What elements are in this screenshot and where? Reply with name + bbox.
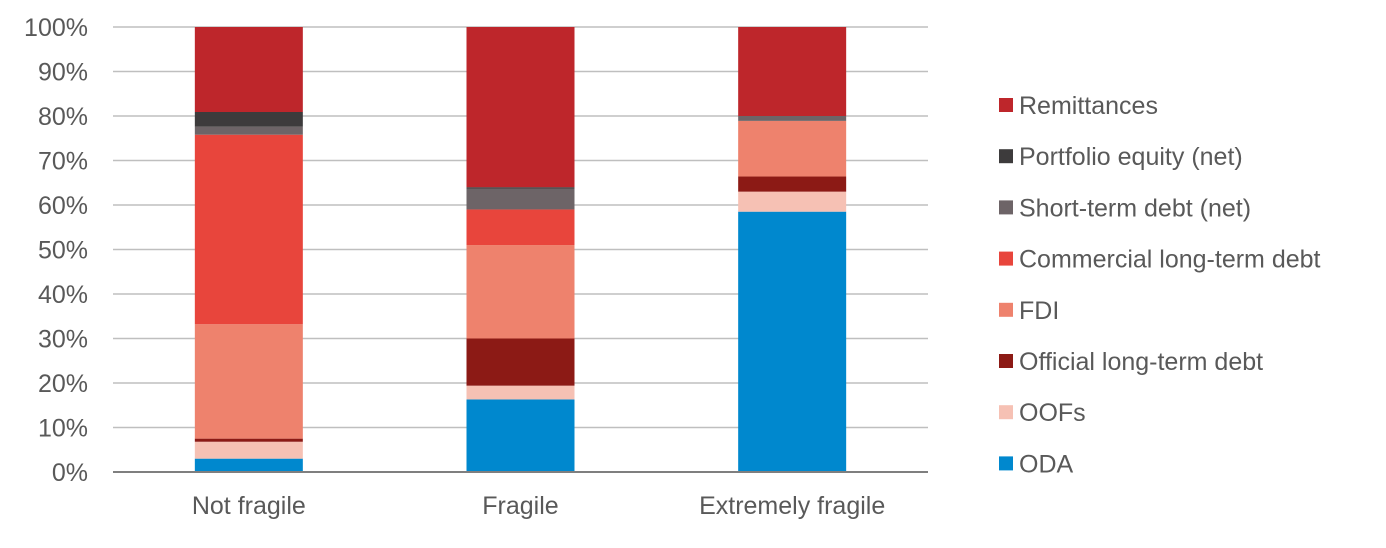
- legend-label: ODA: [1019, 450, 1074, 478]
- bar-segment: [738, 176, 847, 192]
- y-tick-label: 10%: [38, 415, 88, 443]
- x-tick-label: Fragile: [482, 492, 558, 520]
- bar-segment: [194, 134, 303, 325]
- y-tick-label: 100%: [24, 14, 88, 42]
- y-tick-label: 70%: [38, 148, 88, 176]
- x-tick-label: Extremely fragile: [699, 492, 885, 520]
- legend-swatch: [999, 149, 1013, 164]
- legend-swatch: [999, 354, 1013, 368]
- y-tick-label: 50%: [38, 237, 88, 265]
- y-tick-label: 90%: [38, 59, 88, 87]
- legend-label: FDI: [1019, 297, 1059, 325]
- bar-segment: [194, 111, 303, 127]
- bar-segment: [466, 188, 575, 210]
- legend-label: Official long-term debt: [1019, 348, 1263, 376]
- bar-segment: [194, 324, 303, 439]
- y-tick-label: 80%: [38, 103, 88, 131]
- bar-segment: [194, 458, 303, 472]
- bar-segment: [466, 245, 575, 339]
- bar-segment: [194, 27, 303, 112]
- legend-label: Short-term debt (net): [1019, 194, 1251, 222]
- legend-label: Commercial long-term debt: [1019, 246, 1321, 274]
- bar-segment: [194, 126, 303, 135]
- x-tick-label: Not fragile: [192, 492, 306, 520]
- bar-segment: [738, 191, 847, 212]
- bar-segment: [466, 27, 575, 188]
- legend: Remittances Portfolio equity (net) Short-t…: [999, 92, 1321, 478]
- y-tick-label: 60%: [38, 192, 88, 220]
- bar-segment: [194, 438, 303, 442]
- y-tick-label: 0%: [52, 459, 88, 487]
- legend-swatch: [999, 251, 1013, 266]
- bar-segment: [738, 211, 847, 473]
- x-tick-labels: Not fragile Fragile Extremely fragile: [192, 492, 885, 520]
- legend-swatch: [999, 405, 1013, 420]
- bar-segment: [466, 209, 575, 246]
- bar-segment: [466, 385, 575, 400]
- bar-segment: [738, 116, 847, 121]
- bar-segment: [466, 338, 575, 386]
- bars: [194, 27, 847, 473]
- legend-swatch: [999, 98, 1013, 112]
- legend-swatch: [999, 302, 1013, 317]
- y-tick-label: 30%: [38, 326, 88, 354]
- legend-label: Portfolio equity (net): [1019, 143, 1243, 171]
- legend-swatch: [999, 200, 1013, 215]
- bar-segment: [466, 187, 575, 189]
- y-tick-label: 20%: [38, 370, 88, 398]
- y-tick-label: 40%: [38, 281, 88, 309]
- bar-segment: [194, 441, 303, 459]
- legend-label: OOFs: [1019, 399, 1086, 427]
- legend-swatch: [999, 456, 1013, 471]
- bar-segment: [738, 120, 847, 177]
- bar-segment: [738, 27, 847, 116]
- y-tick-labels: 0% 10% 20% 30% 40% 50% 60% 70% 80% 90% 100%: [24, 14, 88, 487]
- legend-label: Remittances: [1019, 92, 1158, 120]
- bar-segment: [466, 399, 575, 472]
